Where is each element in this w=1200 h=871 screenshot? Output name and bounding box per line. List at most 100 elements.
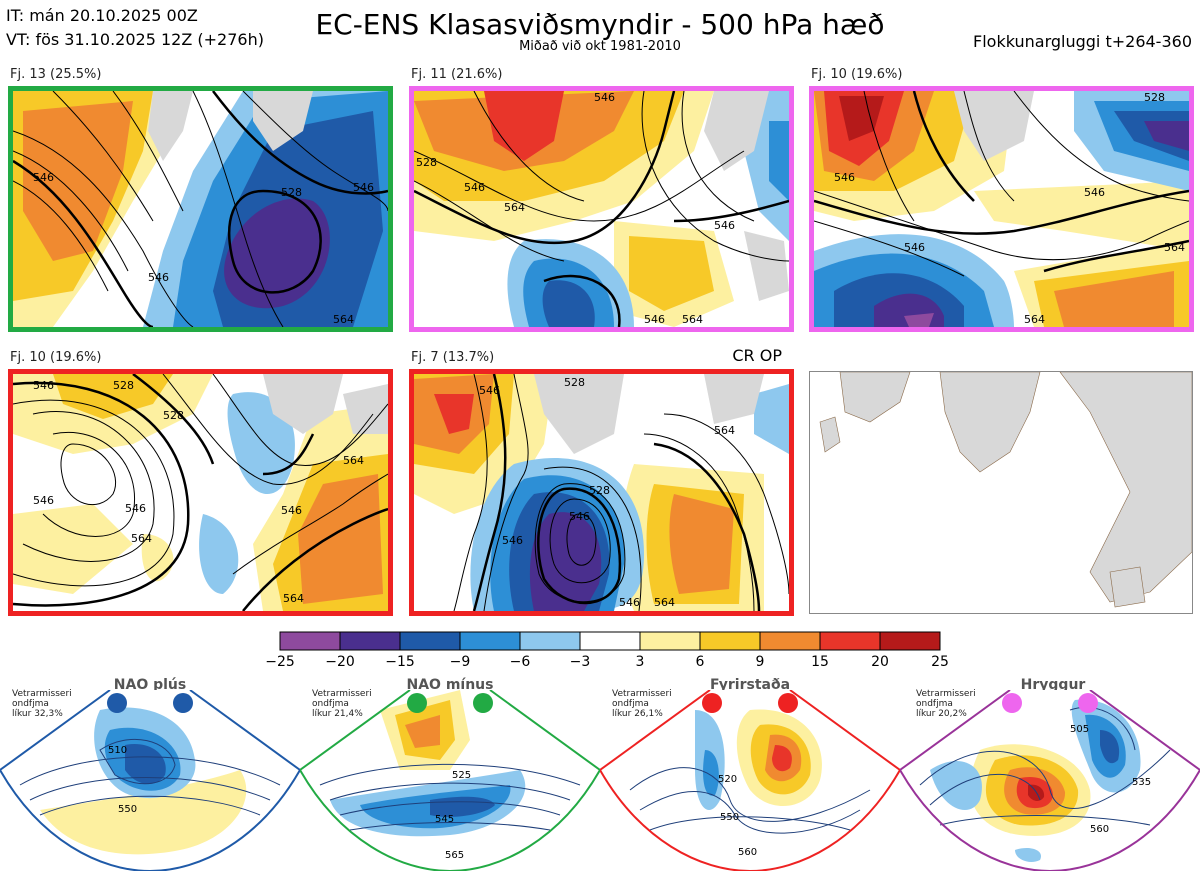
contour-label: 505 (1070, 724, 1089, 735)
colorbar: −25 −20 −15 −9 −6 −3 3 6 9 15 20 25 (265, 631, 949, 670)
colorbar-tick-label: 20 (871, 654, 889, 670)
colorbar-swatch (519, 631, 581, 651)
regime-dot (1078, 693, 1098, 713)
colorbar-swatch (399, 631, 461, 651)
contour-label: 520 (718, 774, 737, 785)
contour-label: 550 (720, 812, 739, 823)
colorbar-tick-label: 6 (696, 654, 705, 670)
regime-row: NAO plús Vetrarmisseri ondfjma líkur 32,3%… (0, 675, 1200, 871)
contour-label: 546 (619, 596, 640, 609)
contour-label: 546 (464, 181, 485, 194)
contour-label: 564 (1024, 313, 1045, 326)
contour-label: 546 (125, 502, 146, 515)
panel-4-label: Fj. 10 (19.6%) (10, 350, 102, 365)
colorbar-swatch (879, 631, 941, 651)
cluster-map-5: 546 528 528 546 546 564 546 564 (414, 374, 789, 611)
regime-dot (1002, 693, 1022, 713)
cr-op-label: CR OP (732, 346, 782, 365)
regime-1-map: 510 550 (0, 690, 300, 871)
contour-label: 528 (416, 156, 437, 169)
colorbar-swatch (339, 631, 401, 651)
colorbar-tick-label: −3 (570, 654, 591, 670)
regime-4-map: 505 535 560 (900, 690, 1200, 871)
colorbar-swatch (579, 631, 641, 651)
colorbar-tick-label: −25 (265, 654, 295, 670)
contour-label: 550 (118, 804, 137, 815)
panel-3-label: Fj. 10 (19.6%) (811, 67, 903, 82)
contour-label: 546 (33, 379, 54, 392)
contour-label: 546 (353, 181, 374, 194)
contour-label: 564 (654, 596, 675, 609)
contour-label: 528 (1144, 91, 1165, 104)
base-map (810, 372, 1192, 613)
base-map-panel (809, 371, 1193, 614)
contour-label: 546 (644, 313, 665, 326)
regime-dot (407, 693, 427, 713)
page-subtitle: Miðað við okt 1981-2010 (519, 39, 681, 54)
contour-label: 564 (283, 592, 304, 605)
contour-label: 560 (738, 847, 757, 858)
regime-dot (473, 693, 493, 713)
contour-label: 528 (163, 409, 184, 422)
colorbar-swatch (759, 631, 821, 651)
panel-5-label: Fj. 7 (13.7%) (411, 350, 495, 365)
contour-label: 528 (113, 379, 134, 392)
colorbar-tick-label: 25 (931, 654, 949, 670)
contour-label: 560 (1090, 824, 1109, 835)
regime-1-dots (107, 693, 193, 713)
regime-2-prob: Vetrarmisseri ondfjma líkur 21,4% (312, 689, 372, 719)
contour-label: 546 (479, 384, 500, 397)
valid-time: VT: fös 31.10.2025 12Z (+276h) (6, 30, 264, 49)
contour-label: 546 (834, 171, 855, 184)
regime-4-prob: Vetrarmisseri ondfjma líkur 20,2% (916, 689, 976, 719)
regime-1-prob: Vetrarmisseri ondfjma líkur 32,3% (12, 689, 72, 719)
contour-label: 546 (569, 510, 590, 523)
regime-dot (702, 693, 722, 713)
cluster-map-panel-4: 546 528 528 546 546 564 546 564 564 (8, 369, 393, 616)
cluster-map-4: 546 528 528 546 546 564 546 564 564 (13, 374, 388, 611)
contour-label: 546 (714, 219, 735, 232)
regime-2-dots (407, 693, 493, 713)
contour-label: 525 (452, 770, 471, 781)
panel-1-label: Fj. 13 (25.5%) (10, 67, 102, 82)
regime-dot (173, 693, 193, 713)
cluster-map-panel-1: 546 528 546 564 546 (8, 86, 393, 332)
colorbar-swatch (279, 631, 341, 651)
cluster-map-panel-3: 528 546 546 564 546 564 (809, 86, 1194, 332)
cluster-map-2: 546 528 546 564 546 546 564 (414, 91, 789, 327)
colorbar-tick-label: −6 (510, 654, 531, 670)
colorbar-tick-label: 15 (811, 654, 829, 670)
cluster-map-1: 546 528 546 564 546 (13, 91, 388, 327)
colorbar-tick-label: −9 (450, 654, 471, 670)
contour-label: 546 (1084, 186, 1105, 199)
contour-label: 564 (333, 313, 354, 326)
contour-label: 528 (281, 186, 302, 199)
regime-1-title: NAO plús (113, 677, 187, 693)
cluster-map-3: 528 546 546 564 546 564 (814, 91, 1189, 327)
contour-label: 546 (594, 91, 615, 104)
regime-4-dots (1002, 693, 1098, 713)
regime-3-prob: Vetrarmisseri ondfjma líkur 26,1% (612, 689, 672, 719)
contour-label: 565 (445, 850, 464, 861)
colorbar-swatch (819, 631, 881, 651)
colorbar-swatch (699, 631, 761, 651)
contour-label: 564 (714, 424, 735, 437)
colorbar-swatch (459, 631, 521, 651)
regime-4-title: Hryggur (1020, 677, 1086, 693)
colorbar-tick-label: −15 (385, 654, 415, 670)
regime-3-title: Fyrirstaða (709, 677, 791, 693)
contour-label: 564 (682, 313, 703, 326)
cluster-map-panel-5: 546 528 528 546 546 564 546 564 (409, 369, 794, 616)
panel-2-label: Fj. 11 (21.6%) (411, 67, 503, 82)
contour-label: 546 (502, 534, 523, 547)
regime-3-map: 520 550 560 (600, 690, 900, 871)
classification-window: Flokkunargluggi t+264-360 (973, 32, 1192, 51)
contour-label: 546 (33, 494, 54, 507)
regime-3-dots (702, 693, 798, 713)
colorbar-swatch (639, 631, 701, 651)
contour-label: 535 (1132, 777, 1151, 788)
colorbar-tick-label: 3 (636, 654, 645, 670)
contour-label: 510 (108, 745, 127, 756)
contour-label: 528 (589, 484, 610, 497)
